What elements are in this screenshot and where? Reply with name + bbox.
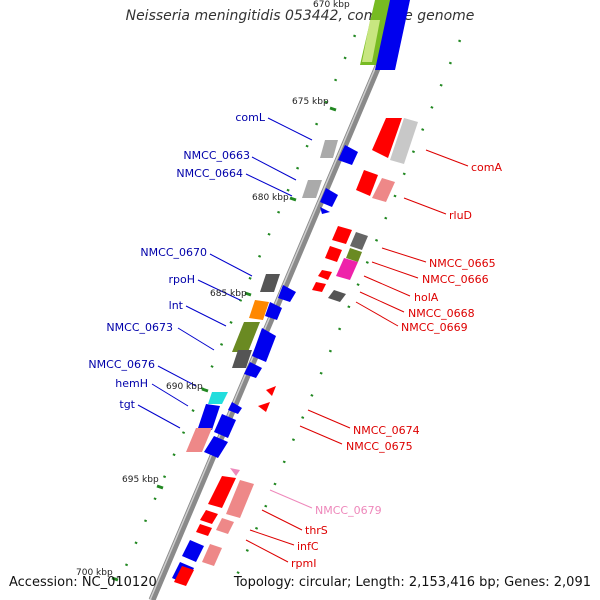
gene-0664-small <box>320 207 330 214</box>
gene-0665 <box>332 226 352 244</box>
gene-0665-gray <box>350 232 368 250</box>
scale-ticks <box>111 106 337 582</box>
label-thrS: thrS <box>305 524 328 537</box>
label-nmcc-0676: NMCC_0676 <box>88 358 155 371</box>
gene-comL <box>320 140 338 158</box>
gene-top-blue <box>375 0 410 70</box>
minus-gene-labels: comA rluD NMCC_0665 NMCC_0666 holA NMCC_… <box>291 161 502 570</box>
label-rpmI: rpmI <box>291 557 316 570</box>
gene-0668 <box>312 282 326 292</box>
gene-lnt <box>249 300 269 320</box>
gene-0663 <box>302 180 322 198</box>
label-holA: holA <box>414 291 439 304</box>
scale-label-675: 675 kbp <box>292 97 329 107</box>
scale-label-680: 680 kbp <box>252 193 289 203</box>
scale-labels: 670 kbp 675 kbp 680 kbp 685 kbp 690 kbp … <box>76 0 350 578</box>
leader-lines-minus <box>245 149 469 563</box>
gene-0674 <box>266 386 276 396</box>
gene-0673-blue2 <box>244 362 262 378</box>
label-tgt: tgt <box>119 398 135 411</box>
label-rluD: rluD <box>449 209 472 222</box>
minus-strand-genes <box>174 118 418 586</box>
label-nmcc-0664: NMCC_0664 <box>176 167 243 180</box>
gene-comA-gray <box>390 118 418 164</box>
gene-0664 <box>320 188 338 207</box>
gene-lnt-blue <box>265 302 282 320</box>
gene-rpoH <box>278 285 296 302</box>
gene-rpmI <box>196 524 212 536</box>
gene-0673 <box>232 322 260 352</box>
gene-holA <box>336 258 358 280</box>
gene-infC <box>200 510 218 524</box>
gene-0673-gray <box>232 350 252 368</box>
leader-lines-plus <box>137 117 313 429</box>
label-nmcc-0674: NMCC_0674 <box>353 424 420 437</box>
label-nmcc-0673: NMCC_0673 <box>106 321 173 334</box>
scale-label-690: 690 kbp <box>166 382 203 392</box>
gene-0666 <box>325 246 342 262</box>
gene-holA-red <box>318 270 332 280</box>
plus-strand-genes <box>172 0 410 584</box>
label-nmcc-0666: NMCC_0666 <box>422 273 489 286</box>
label-nmcc-0679: NMCC_0679 <box>315 504 382 517</box>
gene-0670 <box>260 274 280 292</box>
gene-0679-pink <box>230 468 240 476</box>
plus-gene-labels: comL NMCC_0663 NMCC_0664 NMCC_0670 rpoH … <box>88 111 265 411</box>
gene-0676-blue <box>228 402 242 414</box>
label-nmcc-0668: NMCC_0668 <box>408 307 475 320</box>
gene-0669 <box>328 290 346 302</box>
scale-label-670: 670 kbp <box>313 0 350 10</box>
gene-hemH <box>198 404 220 430</box>
tick-dots <box>118 34 462 581</box>
scale-label-695: 695 kbp <box>122 475 159 485</box>
label-nmcc-0675: NMCC_0675 <box>346 440 413 453</box>
label-nmcc-0665: NMCC_0665 <box>429 257 496 270</box>
gene-bottom-blue1 <box>182 540 204 562</box>
scale-label-700: 700 kbp <box>76 568 113 578</box>
gene-infC-pink <box>216 518 234 534</box>
gene-tgt <box>186 428 212 452</box>
accession-label: Accession: NC_010120 <box>9 575 157 590</box>
gene-thrS <box>208 476 236 508</box>
gene-thrS-pink <box>226 480 254 518</box>
gene-rluD <box>356 170 378 196</box>
label-nmcc-0663: NMCC_0663 <box>183 149 250 162</box>
gene-0666-green <box>346 248 362 262</box>
gene-0676 <box>208 392 228 404</box>
backbone <box>148 0 410 600</box>
gene-0673-blue1 <box>252 328 276 362</box>
gene-hemH-blue <box>214 414 236 438</box>
label-lnt: lnt <box>169 299 184 312</box>
gene-rluD-pink <box>372 178 395 202</box>
label-nmcc-0670: NMCC_0670 <box>140 246 207 259</box>
label-hemH: hemH <box>115 377 148 390</box>
label-comA: comA <box>471 161 502 174</box>
topology-label: Topology: circular; Length: 2,153,416 bp… <box>233 575 591 590</box>
gene-comA <box>372 118 402 158</box>
label-comL: comL <box>235 111 265 124</box>
gene-bottom-pink <box>202 544 222 566</box>
scale-label-685: 685 kbp <box>210 289 247 299</box>
gene-tgt-blue <box>204 436 228 458</box>
label-nmcc-0669: NMCC_0669 <box>401 321 468 334</box>
gene-0675 <box>258 402 270 412</box>
label-infC: infC <box>297 540 319 553</box>
gene-comL-blue <box>338 145 358 165</box>
gene-bottom-red1 <box>174 566 194 586</box>
label-rpoH: rpoH <box>168 273 195 286</box>
gene-top-green-light <box>362 20 380 62</box>
